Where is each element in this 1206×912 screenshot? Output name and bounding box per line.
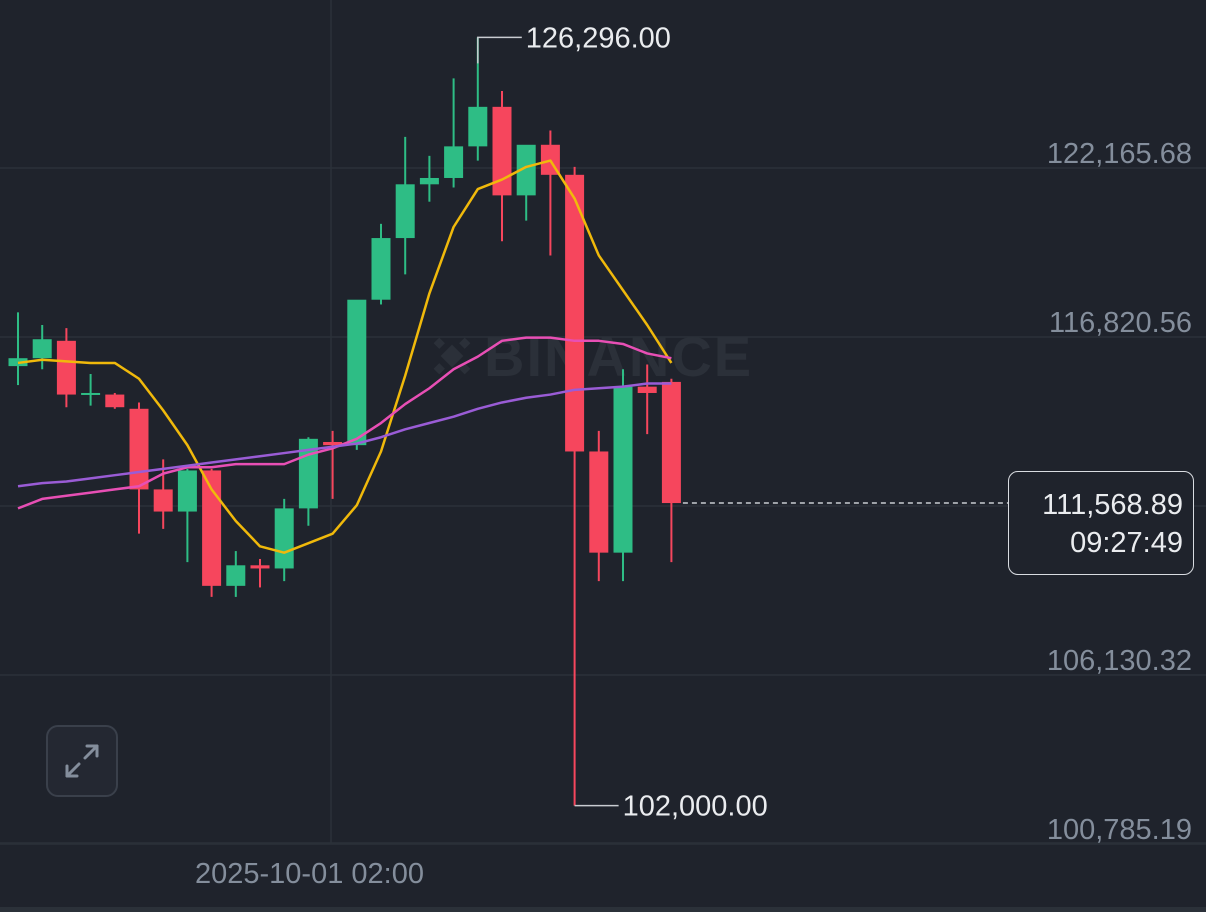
watermark-text: BINANCE — [484, 325, 753, 388]
candle-body — [444, 146, 464, 178]
candle-body — [81, 392, 101, 395]
candle-body — [371, 238, 391, 300]
candle-body — [492, 106, 512, 196]
low-annotation-label: 102,000.00 — [623, 791, 768, 823]
moving-average-lines — [17, 159, 673, 554]
current-price-label: 111,568.89 — [1042, 489, 1183, 521]
candle-body — [419, 177, 439, 185]
candle-body — [56, 340, 76, 395]
candle-body — [226, 565, 246, 586]
candle-body — [202, 470, 222, 586]
candle-body — [589, 451, 609, 553]
high-annotation-line — [477, 36, 522, 64]
candle-body — [129, 408, 149, 490]
candle-body — [395, 184, 415, 239]
y-tick-label: 116,820.56 — [1049, 307, 1192, 339]
candle-body — [32, 339, 52, 359]
watermark-group: BINANCE — [433, 325, 753, 388]
candle-body — [323, 441, 343, 446]
candle-body — [516, 144, 536, 196]
expand-arrows-icon — [65, 744, 99, 778]
y-tick-label: 122,165.68 — [1047, 138, 1192, 170]
y-tick-label: 100,785.19 — [1047, 814, 1192, 846]
candle-body — [468, 106, 488, 147]
candle-body — [613, 386, 633, 553]
candle-countdown: 09:27:49 — [1070, 527, 1183, 559]
y-axis-labels: 122,165.68116,820.56111,475.44106,130.32… — [1047, 138, 1192, 846]
candle-body — [177, 470, 197, 512]
candle-body — [153, 489, 173, 512]
candle-body — [661, 381, 681, 504]
candle-body — [565, 174, 585, 452]
y-tick-label: 106,130.32 — [1047, 645, 1192, 677]
candle-body — [347, 299, 367, 446]
binance-logo-icon — [433, 337, 471, 375]
extreme-annotations: 126,296.00 102,000.00 — [477, 22, 768, 823]
fullscreen-button[interactable] — [46, 725, 118, 797]
bottom-divider — [0, 907, 1206, 912]
candle-body — [274, 508, 294, 569]
candle-body — [250, 565, 270, 569]
ma-line — [17, 159, 673, 554]
current-price-box[interactable]: 111,568.89 09:27:49 — [1008, 471, 1194, 575]
x-tick-label: 2025-10-01 02:00 — [195, 858, 424, 890]
high-annotation-label: 126,296.00 — [526, 22, 671, 54]
ma-line — [17, 382, 672, 488]
candle-body — [637, 386, 657, 393]
candles-layer — [8, 37, 681, 806]
candle-body — [105, 394, 125, 408]
ma-line — [17, 336, 672, 510]
